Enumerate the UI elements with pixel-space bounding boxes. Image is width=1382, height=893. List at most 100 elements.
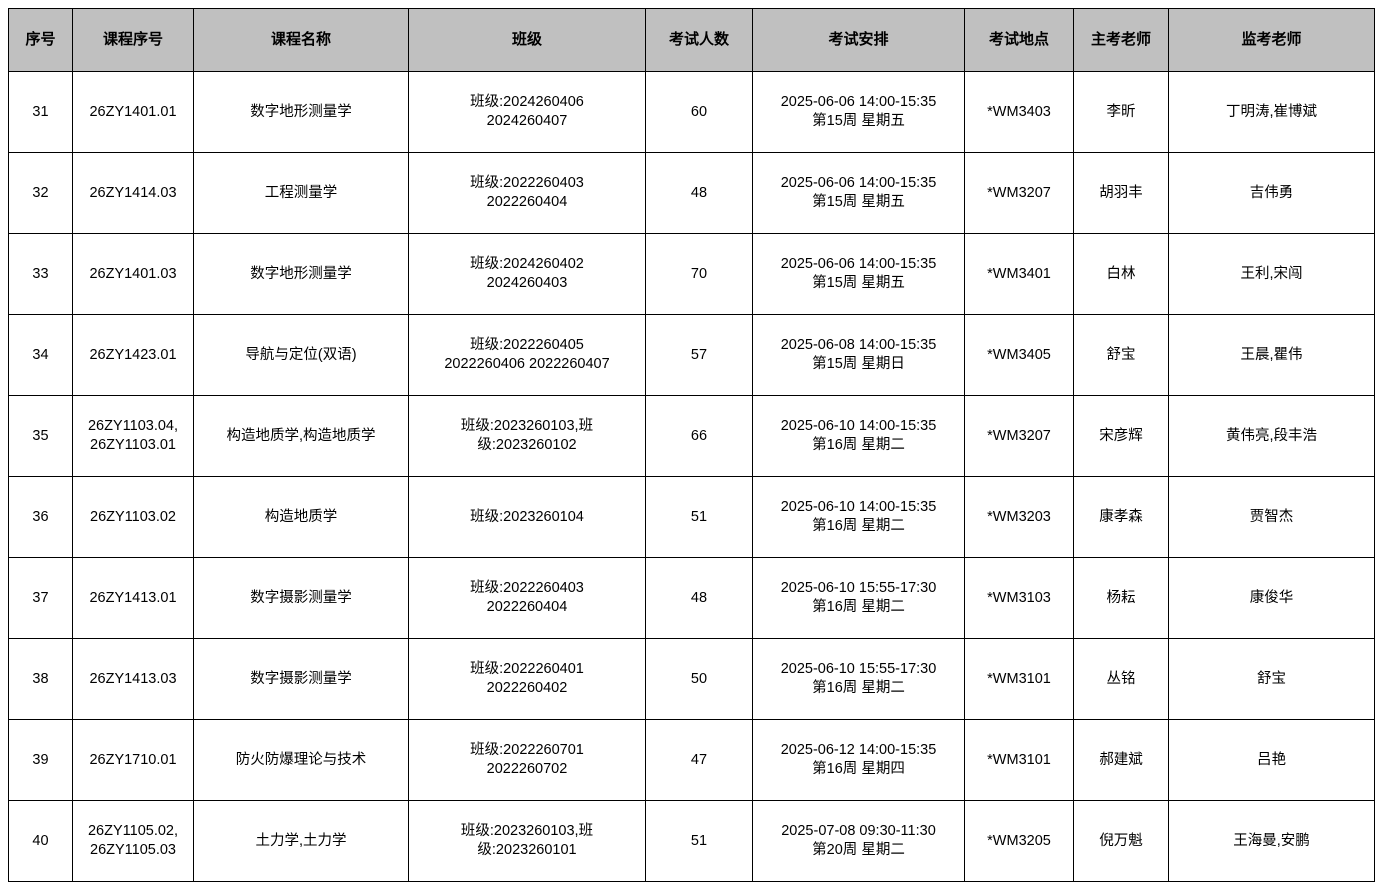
cell-exam-schedule: 2025-06-06 14:00-15:35 第15周 星期五 — [752, 233, 965, 315]
cell-exam-schedule-line: 2025-06-10 14:00-15:35 — [780, 499, 937, 516]
cell-course-code: 26ZY1710.01 — [72, 719, 194, 801]
cell-exam-schedule: 2025-06-10 14:00-15:35 第16周 星期二 — [752, 476, 965, 558]
cell-course-code-line: 26ZY1103.04, — [87, 418, 179, 435]
column-header-schedule: 考试安排 — [752, 8, 965, 72]
cell-course-code-line: 26ZY1103.02 — [90, 508, 176, 525]
cell-exam-schedule-line: 第16周 星期二 — [812, 599, 905, 615]
cell-exam-count: 48 — [645, 557, 753, 639]
cell-course-code: 26ZY1413.03 — [72, 638, 194, 720]
cell-exam-count: 47 — [645, 719, 753, 801]
cell-course-code: 26ZY1401.03 — [72, 233, 194, 315]
cell-exam-schedule: 2025-06-06 14:00-15:35 第15周 星期五 — [752, 71, 965, 153]
table-row: 38 26ZY1413.03 数字摄影测量学 班级:2022260401 2022260… — [8, 638, 1375, 720]
cell-exam-count: 70 — [645, 233, 753, 315]
cell-classes: 班级:2023260104 — [408, 476, 646, 558]
cell-classes-line: 班级:2022260405 — [470, 337, 584, 354]
cell-course-code: 26ZY1401.01 — [72, 71, 194, 153]
cell-exam-location: *WM3403 — [964, 71, 1074, 153]
cell-index: 37 — [8, 557, 73, 639]
cell-exam-location: *WM3405 — [964, 314, 1074, 396]
cell-chief-teacher: 倪万魁 — [1073, 800, 1169, 882]
cell-course-name: 数字地形测量学 — [193, 233, 409, 315]
cell-invigilator: 康俊华 — [1168, 557, 1375, 639]
cell-course-code-line: 26ZY1105.03 — [90, 842, 176, 858]
cell-exam-count: 48 — [645, 152, 753, 234]
cell-course-code-line: 26ZY1414.03 — [89, 184, 177, 201]
cell-exam-schedule-line: 2025-06-12 14:00-15:35 — [780, 742, 937, 759]
cell-exam-schedule: 2025-06-10 15:55-17:30 第16周 星期二 — [752, 557, 965, 639]
cell-classes-line: 2022260404 — [486, 599, 568, 615]
table-header: 序号 课程序号 课程名称 班级 考试人数 考试安排 考试地点 主考老师 监考老师 — [8, 8, 1375, 72]
cell-classes: 班级:2022260401 2022260402 — [408, 638, 646, 720]
cell-exam-schedule-line: 第15周 星期五 — [812, 194, 905, 210]
cell-exam-schedule-line: 2025-06-06 14:00-15:35 — [780, 256, 937, 273]
cell-exam-schedule-line: 2025-07-08 09:30-11:30 — [781, 823, 936, 840]
table-row: 34 26ZY1423.01 导航与定位(双语) 班级:2022260405 20222… — [8, 314, 1375, 396]
cell-exam-schedule: 2025-07-08 09:30-11:30 第20周 星期二 — [752, 800, 965, 882]
cell-exam-schedule-line: 2025-06-06 14:00-15:35 — [780, 94, 937, 111]
table-row: 36 26ZY1103.02 构造地质学 班级:2023260104 51 2025-06… — [8, 476, 1375, 558]
cell-chief-teacher: 李昕 — [1073, 71, 1169, 153]
cell-classes-line: 2024260403 — [486, 275, 568, 291]
cell-course-name: 数字摄影测量学 — [193, 638, 409, 720]
cell-exam-location: *WM3207 — [964, 152, 1074, 234]
cell-index: 33 — [8, 233, 73, 315]
column-header-name: 课程名称 — [193, 8, 409, 72]
cell-exam-schedule-line: 2025-06-08 14:00-15:35 — [780, 337, 937, 354]
cell-classes: 班级:2022260701 2022260702 — [408, 719, 646, 801]
table-row: 33 26ZY1401.03 数字地形测量学 班级:2024260402 2024260… — [8, 233, 1375, 315]
cell-course-code-line: 26ZY1413.01 — [89, 589, 177, 606]
cell-classes-line: 2022260406 2022260407 — [444, 356, 610, 372]
cell-chief-teacher: 白林 — [1073, 233, 1169, 315]
cell-classes-line: 2022260402 — [486, 680, 568, 696]
cell-course-name: 数字地形测量学 — [193, 71, 409, 153]
cell-exam-location: *WM3103 — [964, 557, 1074, 639]
cell-invigilator: 贾智杰 — [1168, 476, 1375, 558]
cell-exam-schedule: 2025-06-10 14:00-15:35 第16周 星期二 — [752, 395, 965, 477]
cell-invigilator: 王晨,瞿伟 — [1168, 314, 1375, 396]
cell-exam-schedule-line: 第15周 星期五 — [812, 113, 905, 129]
cell-invigilator: 吕艳 — [1168, 719, 1375, 801]
exam-schedule-table: 序号 课程序号 课程名称 班级 考试人数 考试安排 考试地点 主考老师 监考老师… — [8, 8, 1375, 882]
cell-exam-schedule: 2025-06-10 15:55-17:30 第16周 星期二 — [752, 638, 965, 720]
cell-exam-schedule: 2025-06-08 14:00-15:35 第15周 星期日 — [752, 314, 965, 396]
cell-index: 38 — [8, 638, 73, 720]
cell-chief-teacher: 康孝森 — [1073, 476, 1169, 558]
cell-classes-line: 班级:2024260402 — [470, 256, 584, 273]
cell-exam-location: *WM3101 — [964, 638, 1074, 720]
column-header-count: 考试人数 — [645, 8, 753, 72]
cell-exam-schedule-line: 第16周 星期二 — [812, 437, 905, 453]
table-body: 31 26ZY1401.01 数字地形测量学 班级:2024260406 2024260… — [8, 71, 1375, 882]
cell-course-name: 构造地质学,构造地质学 — [193, 395, 409, 477]
cell-chief-teacher: 丛铭 — [1073, 638, 1169, 720]
cell-exam-count: 51 — [645, 476, 753, 558]
table-row: 31 26ZY1401.01 数字地形测量学 班级:2024260406 2024260… — [8, 71, 1375, 153]
cell-exam-location: *WM3205 — [964, 800, 1074, 882]
cell-exam-location: *WM3203 — [964, 476, 1074, 558]
cell-course-code-line: 26ZY1401.01 — [89, 103, 177, 120]
cell-exam-schedule-line: 第16周 星期四 — [812, 761, 905, 777]
cell-exam-schedule-line: 第16周 星期二 — [812, 680, 905, 696]
cell-course-code: 26ZY1414.03 — [72, 152, 194, 234]
cell-index: 35 — [8, 395, 73, 477]
cell-exam-location: *WM3401 — [964, 233, 1074, 315]
cell-course-code: 26ZY1105.02, 26ZY1105.03 — [72, 800, 194, 882]
cell-course-code-line: 26ZY1401.03 — [89, 265, 177, 282]
cell-exam-schedule-line: 第15周 星期日 — [812, 356, 905, 372]
cell-exam-count: 51 — [645, 800, 753, 882]
cell-classes-line: 班级:2022260401 — [470, 661, 584, 678]
cell-classes-line: 级:2023260102 — [477, 437, 577, 453]
cell-exam-schedule-line: 第15周 星期五 — [812, 275, 905, 291]
cell-classes-line: 班级:2022260403 — [470, 580, 584, 597]
cell-index: 36 — [8, 476, 73, 558]
cell-exam-schedule: 2025-06-12 14:00-15:35 第16周 星期四 — [752, 719, 965, 801]
cell-course-code-line: 26ZY1710.01 — [89, 751, 177, 768]
cell-chief-teacher: 郝建斌 — [1073, 719, 1169, 801]
cell-course-code-line: 26ZY1105.02, — [87, 823, 179, 840]
cell-course-code: 26ZY1423.01 — [72, 314, 194, 396]
cell-classes-line: 2024260407 — [486, 113, 568, 129]
column-header-location: 考试地点 — [964, 8, 1074, 72]
cell-classes: 班级:2022260403 2022260404 — [408, 557, 646, 639]
cell-invigilator: 王利,宋闯 — [1168, 233, 1375, 315]
table-row: 32 26ZY1414.03 工程测量学 班级:2022260403 202226040… — [8, 152, 1375, 234]
